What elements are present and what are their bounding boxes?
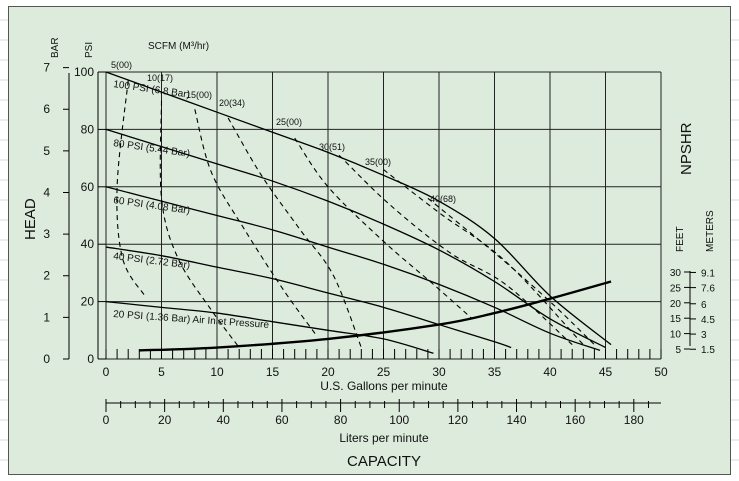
npshr-title: NPSHR bbox=[678, 122, 695, 175]
psi-tick-label: 40 bbox=[81, 237, 95, 251]
npshr-meters-label: 7.6 bbox=[701, 284, 715, 295]
air-label-35: 35(00) bbox=[365, 157, 391, 167]
feet-title: FEET bbox=[675, 226, 686, 252]
lpm-tick-label: 40 bbox=[217, 413, 231, 427]
npshr-meters-label: 9.1 bbox=[701, 268, 715, 279]
air-label-25: 25(00) bbox=[276, 117, 302, 127]
series-line-4 bbox=[105, 300, 434, 354]
air-label-10: 10(17) bbox=[147, 73, 173, 83]
gpm-tick-label: 20 bbox=[321, 365, 335, 379]
air-curve-5 bbox=[338, 154, 573, 346]
npshr-feet-label: 30 bbox=[670, 268, 682, 279]
psi-tick-label: 0 bbox=[87, 352, 94, 366]
bar-tick-label: 6 bbox=[43, 102, 50, 116]
npshr-meters-label: 1.5 bbox=[701, 345, 715, 356]
series-line-2 bbox=[105, 186, 601, 352]
air-curve-0 bbox=[116, 80, 146, 297]
air-label-20: 20(34) bbox=[219, 98, 245, 108]
capacity-title: CAPACITY bbox=[347, 453, 421, 470]
bar-axis: 0 1 2 3 4 5 6 7 bbox=[43, 61, 70, 366]
air-curve-2 bbox=[194, 109, 318, 337]
air-consumption-curves bbox=[116, 80, 595, 348]
lpm-tick-label: 180 bbox=[624, 413, 644, 427]
series-line-1 bbox=[105, 128, 606, 349]
lpm-tick-label: 60 bbox=[275, 413, 289, 427]
npshr-feet-label: 20 bbox=[670, 299, 682, 310]
npshr-curve bbox=[139, 280, 612, 352]
gpm-tick-label: 0 bbox=[103, 365, 110, 379]
gpm-axis-title: U.S. Gallons per minute bbox=[320, 379, 448, 393]
air-curve-1 bbox=[159, 100, 240, 348]
npshr-meters-label: 4.5 bbox=[701, 315, 715, 326]
lpm-tick-label: 120 bbox=[448, 413, 468, 427]
bar-tick-label: 2 bbox=[43, 269, 50, 283]
npshr-scale: 5 10 15 20 25 30 1.5 3 4.5 6 7.6 9.1 bbox=[670, 268, 715, 356]
gpm-axis: 0 5 10 15 20 25 30 35 40 45 50 bbox=[103, 349, 668, 379]
npshr-meters-label: 6 bbox=[701, 300, 707, 311]
liters-axis-title: Liters per minute bbox=[339, 431, 429, 445]
psi-tick-label: 60 bbox=[81, 180, 95, 194]
air-curve-4 bbox=[294, 137, 473, 320]
lpm-tick-label: 100 bbox=[389, 413, 409, 427]
air-label-30: 30(51) bbox=[319, 142, 345, 152]
gpm-tick-label: 30 bbox=[432, 365, 446, 379]
bar-tick-label: 3 bbox=[43, 227, 50, 241]
npshr-feet-label: 15 bbox=[670, 314, 682, 325]
head-axis-title: HEAD bbox=[22, 198, 39, 240]
bar-tick-label: 5 bbox=[43, 144, 50, 158]
pressure-curves bbox=[105, 71, 612, 354]
air-label-40: 40(68) bbox=[430, 194, 456, 204]
npshr-meters-label: 3 bbox=[701, 330, 707, 341]
gpm-tick-label: 35 bbox=[488, 365, 502, 379]
psi-axis-title: PSI bbox=[84, 42, 95, 58]
npshr-feet-label: 5 bbox=[675, 345, 681, 356]
npshr-feet-label: 10 bbox=[670, 330, 682, 341]
lpm-tick-label: 80 bbox=[334, 413, 348, 427]
series-line-0 bbox=[105, 71, 612, 346]
gpm-tick-label: 45 bbox=[599, 365, 613, 379]
gpm-tick-label: 15 bbox=[266, 365, 280, 379]
gpm-tick-label: 10 bbox=[210, 365, 224, 379]
psi-tick-label: 80 bbox=[81, 122, 95, 136]
lpm-tick-label: 20 bbox=[158, 413, 172, 427]
air-label-15: 15(00) bbox=[186, 90, 212, 100]
air-label-5: 5(00) bbox=[111, 60, 132, 70]
grid-lines bbox=[105, 71, 662, 360]
npshr-feet-label: 25 bbox=[670, 283, 682, 294]
bar-tick-label: 4 bbox=[43, 185, 50, 199]
air-curve-7 bbox=[427, 197, 595, 346]
lpm-tick-label: 0 bbox=[103, 413, 110, 427]
bar-tick-label: 0 bbox=[43, 352, 50, 366]
liters-axis: 0 20 40 60 80 100 120 140 160 180 bbox=[103, 399, 661, 427]
lpm-tick-label: 160 bbox=[565, 413, 585, 427]
gpm-tick-label: 50 bbox=[654, 365, 668, 379]
meters-title: METERS bbox=[705, 210, 716, 252]
scfm-title: SCFM (M³/hr) bbox=[148, 41, 209, 52]
bar-tick-label: 1 bbox=[43, 310, 50, 324]
psi-axis: 0 20 40 60 80 100 bbox=[74, 65, 106, 366]
bar-tick-label: 7 bbox=[43, 61, 50, 75]
series-line-3 bbox=[105, 246, 512, 349]
lpm-tick-label: 140 bbox=[507, 413, 527, 427]
gpm-tick-label: 5 bbox=[158, 365, 165, 379]
psi-tick-label: 20 bbox=[81, 295, 95, 309]
gpm-tick-label: 25 bbox=[377, 365, 391, 379]
psi-tick-label: 100 bbox=[74, 65, 94, 79]
gpm-tick-label: 40 bbox=[543, 365, 557, 379]
bar-axis-title: BAR bbox=[50, 37, 61, 58]
